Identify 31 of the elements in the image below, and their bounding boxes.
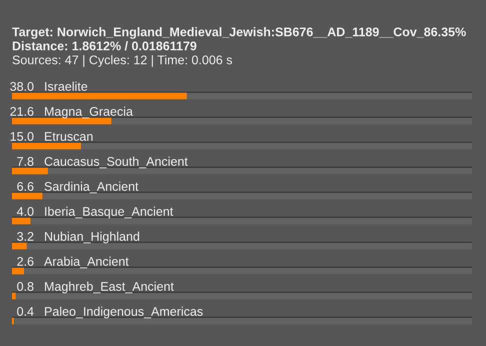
data-label: 7.8: [17, 157, 34, 166]
data-label: 4.0: [16, 207, 34, 216]
y-tick-label: Paleo_Indigenous_Americas: [45, 306, 203, 318]
bar: [12, 292, 16, 300]
data-label: 0.8: [17, 282, 34, 291]
y-tick-label: Magna_Graecia: [45, 106, 133, 118]
data-label: 0.4: [17, 307, 34, 316]
data-label: 6.6: [17, 182, 34, 191]
y-tick-label: Arabia_Ancient: [44, 256, 129, 268]
chart-title: Target: Norwich_England_Medieval_Jewish:SB676__AD_1189__Cov_86.35%: [12, 27, 466, 39]
y-tick-label: Iberia_Basque_Ancient: [45, 206, 174, 218]
bar: [12, 268, 24, 274]
y-tick-label: Caucasus_South_Ancient: [44, 156, 188, 168]
y-tick-label: Nubian_Highland: [45, 232, 140, 244]
y-tick-label: Sardinia_Ancient: [44, 182, 138, 194]
bar: [12, 142, 81, 150]
chart-subtitle: Distance: 1.8612% / 0.01861179: [12, 41, 196, 50]
bar: [12, 168, 48, 174]
bar: [12, 192, 42, 200]
y-tick-label: Etruscan: [45, 132, 93, 141]
data-label: 21.6: [10, 107, 34, 116]
data-label: 3.2: [17, 232, 34, 241]
bar: [12, 118, 112, 124]
y-tick-label: Israelite: [45, 82, 88, 91]
source-note: Sources: 47 | Cycles: 12 | Time: 0.006 s: [12, 55, 232, 67]
bar: [12, 242, 27, 250]
bar: [12, 218, 30, 224]
y-tick-label: Maghreb_East_Ancient: [45, 282, 174, 294]
data-label: 2.6: [17, 257, 34, 266]
data-label: 38.0: [10, 82, 34, 91]
data-label: 15.0: [10, 132, 34, 141]
